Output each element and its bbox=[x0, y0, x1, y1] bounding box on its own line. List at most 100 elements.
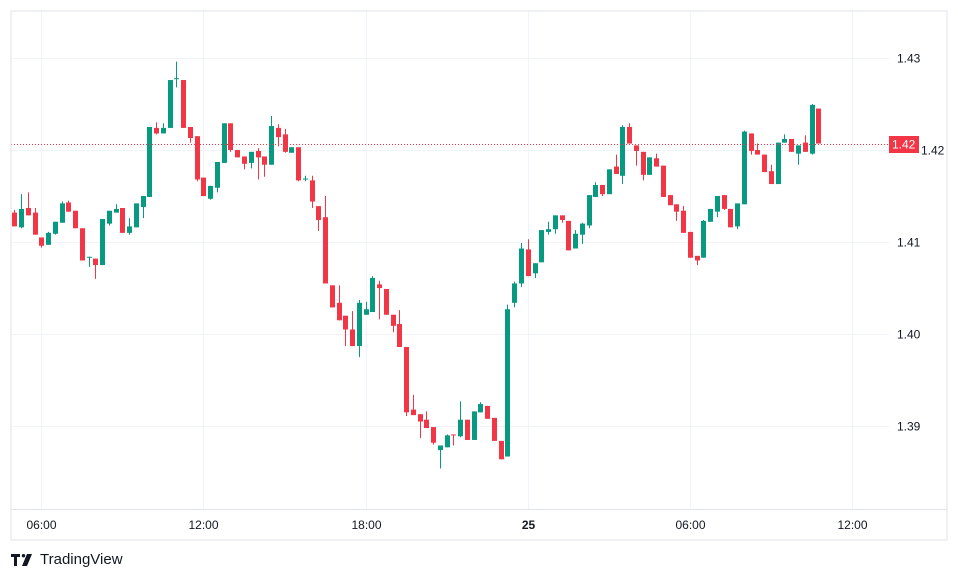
candle-down bbox=[384, 288, 389, 315]
candle-up bbox=[458, 401, 463, 438]
candle-down bbox=[350, 311, 355, 347]
tradingview-logo[interactable]: TradingView bbox=[11, 551, 123, 568]
candle-down bbox=[789, 138, 794, 152]
candle-up bbox=[100, 219, 105, 266]
candle-body bbox=[330, 285, 335, 308]
candle-body bbox=[782, 138, 787, 143]
candle-body bbox=[478, 404, 483, 413]
candle-down bbox=[431, 427, 436, 445]
candle-body bbox=[242, 156, 247, 164]
price-tick-label: 1.40 bbox=[897, 328, 921, 342]
candle-down bbox=[276, 124, 281, 147]
candle-body bbox=[722, 195, 727, 209]
time-tick-label: 25 bbox=[522, 518, 536, 532]
candle-up bbox=[587, 195, 592, 229]
candle-body bbox=[661, 165, 666, 197]
candle-body bbox=[80, 228, 85, 261]
candle-down bbox=[681, 206, 686, 233]
time-tick-label: 18:00 bbox=[351, 518, 381, 532]
candle-up bbox=[303, 175, 308, 182]
candle-body bbox=[505, 309, 510, 457]
candle-down bbox=[722, 195, 727, 210]
price-tick-label: 1.41 bbox=[897, 236, 921, 250]
candle-body bbox=[701, 220, 706, 258]
candle-body bbox=[593, 184, 598, 197]
candle-down bbox=[816, 108, 821, 144]
candle-body bbox=[384, 288, 389, 315]
candle-body bbox=[634, 145, 639, 151]
candle-down bbox=[485, 405, 490, 419]
candle-up bbox=[701, 219, 706, 258]
candle-body bbox=[512, 283, 517, 303]
candle-down bbox=[560, 215, 565, 223]
candle-up bbox=[114, 204, 119, 213]
candle-body bbox=[337, 302, 342, 321]
last-price-badge bbox=[889, 136, 919, 153]
candle-body bbox=[46, 232, 51, 245]
candle-body bbox=[728, 208, 733, 228]
candle-down bbox=[262, 156, 267, 177]
candle-body bbox=[627, 126, 632, 144]
candle-down bbox=[769, 164, 774, 185]
candle-body bbox=[762, 154, 767, 173]
candle-body bbox=[66, 202, 71, 212]
candle-down bbox=[695, 255, 700, 266]
candle-body bbox=[269, 126, 274, 165]
candle-body bbox=[560, 215, 565, 220]
candle-body bbox=[431, 427, 436, 443]
candle-body bbox=[789, 138, 794, 152]
candle-down bbox=[418, 414, 423, 439]
candle-body bbox=[296, 147, 301, 181]
candle-body bbox=[289, 147, 294, 153]
candle-down bbox=[755, 143, 760, 155]
candle-up bbox=[647, 157, 652, 175]
candle-body bbox=[73, 210, 78, 229]
candle-body bbox=[100, 219, 105, 266]
candle-body bbox=[695, 255, 700, 261]
candle-body bbox=[154, 127, 159, 134]
candle-up bbox=[127, 218, 132, 235]
candle-down bbox=[343, 315, 348, 347]
candle-down bbox=[499, 440, 504, 460]
candle-body bbox=[19, 208, 24, 228]
time-axis[interactable]: 06:00 12:00 18:00 25 06:00 12:00 bbox=[11, 509, 947, 533]
candle-down bbox=[728, 208, 733, 228]
candle-up bbox=[546, 221, 551, 235]
candle-body bbox=[256, 150, 261, 158]
candle-down bbox=[283, 128, 288, 153]
candle-body bbox=[668, 195, 673, 206]
candle-body bbox=[708, 208, 713, 222]
candle-body bbox=[357, 302, 362, 347]
candle-down bbox=[93, 258, 98, 279]
candle-down bbox=[181, 80, 186, 128]
candle-body bbox=[87, 256, 92, 258]
candle-body bbox=[391, 314, 396, 326]
candle-up bbox=[573, 230, 578, 249]
candle-body bbox=[749, 133, 754, 151]
candle-up bbox=[539, 230, 544, 263]
candle-body bbox=[465, 419, 470, 440]
candle-body bbox=[161, 127, 166, 134]
candle-up bbox=[168, 80, 173, 128]
price-tick-label: 1.42 bbox=[921, 144, 945, 158]
candle-down bbox=[688, 231, 693, 258]
candle-body bbox=[451, 434, 456, 436]
candle-up bbox=[553, 215, 558, 234]
candle-body bbox=[688, 231, 693, 258]
candle-down bbox=[330, 285, 335, 308]
candle-up bbox=[715, 196, 720, 218]
candle-up bbox=[478, 402, 483, 413]
candle-body bbox=[303, 178, 308, 180]
candle-up bbox=[505, 304, 510, 457]
candle-up bbox=[215, 161, 220, 193]
candle-body bbox=[539, 230, 544, 263]
candle-down bbox=[188, 126, 193, 143]
candle-down bbox=[316, 206, 321, 232]
candle-body bbox=[364, 309, 369, 315]
candle-body bbox=[553, 215, 558, 230]
price-axis[interactable]: 1.43 1.42 1.41 1.40 1.39 1.42 bbox=[889, 52, 945, 434]
candle-up bbox=[208, 185, 213, 200]
candle-body bbox=[735, 203, 740, 227]
candle-body bbox=[168, 80, 173, 128]
